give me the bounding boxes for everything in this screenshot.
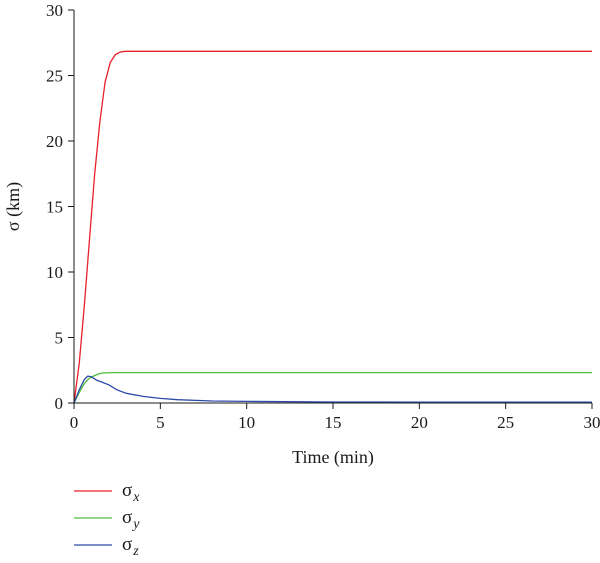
- legend-item-x: σx: [74, 480, 140, 505]
- y-tick-label: 30: [46, 1, 63, 20]
- x-axis-label: Time (min): [292, 447, 374, 468]
- x-tick-label: 15: [325, 413, 342, 432]
- y-tick-label: 15: [46, 198, 63, 217]
- y-tick-label: 20: [46, 132, 63, 151]
- y-axis-ticks: 0 5 10 15 20 25 30: [46, 1, 74, 413]
- legend-label-subscript: y: [131, 517, 140, 532]
- y-tick-label: 25: [46, 67, 63, 86]
- series-lines: [73, 50, 592, 404]
- x-axis-ticks: 0 5 10 15 20 25 30: [70, 403, 600, 432]
- y-tick-label: 0: [55, 394, 64, 413]
- series-line-x: [73, 50, 592, 404]
- y-tick-label: 5: [55, 329, 64, 348]
- legend-item-y: σy: [74, 507, 140, 532]
- series-line-y: [73, 371, 592, 404]
- x-tick-label: 30: [584, 413, 600, 432]
- legend-label-base: σ: [122, 534, 132, 555]
- x-tick-label: 0: [70, 413, 79, 432]
- legend-label-base: σ: [122, 507, 132, 528]
- legend-label-base: σ: [122, 480, 132, 501]
- legend-label: σy: [122, 507, 140, 532]
- y-tick-label: 10: [46, 263, 63, 282]
- legend-label-subscript: x: [132, 490, 140, 505]
- x-tick-label: 5: [156, 413, 165, 432]
- legend-label: σx: [122, 480, 140, 505]
- x-tick-label: 20: [411, 413, 428, 432]
- x-tick-label: 10: [238, 413, 255, 432]
- legend-label-subscript: z: [132, 544, 139, 559]
- x-tick-label: 25: [497, 413, 514, 432]
- legend-item-z: σz: [74, 534, 139, 559]
- legend-label: σz: [122, 534, 139, 559]
- y-axis-label: σ (km): [3, 182, 24, 231]
- series-line-z: [73, 375, 592, 404]
